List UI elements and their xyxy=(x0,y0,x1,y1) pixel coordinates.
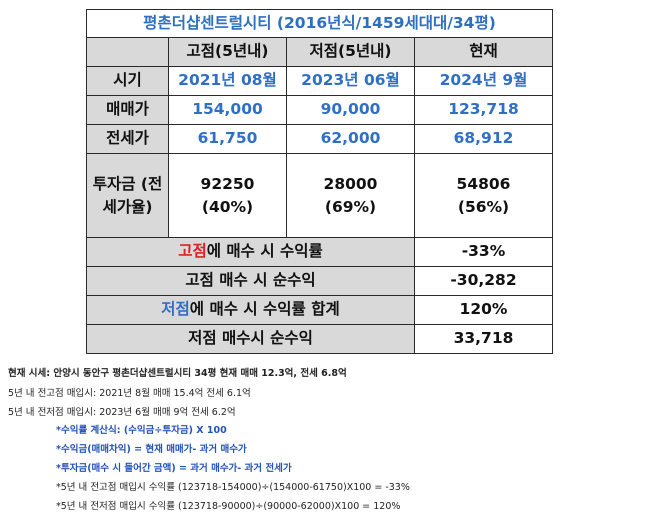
cell-value: 62,000 xyxy=(286,124,415,154)
cell-value: 90,000 xyxy=(286,95,415,125)
note-calc-low: *5년 내 전저점 매입시 수익률 (123718-90000)÷(90000-… xyxy=(56,501,401,512)
note-calc-high: *5년 내 전고점 매입시 수익률 (123718-154000)÷(15400… xyxy=(56,482,410,493)
investment-cell: 28000 (69%) xyxy=(286,153,415,238)
cell-value: 2021년 08월 xyxy=(168,66,287,96)
summary-rest: 고점 매수 시 순수익 xyxy=(185,271,316,290)
summary-value: -30,282 xyxy=(414,266,553,296)
cell-value: 154,000 xyxy=(168,95,287,125)
note-high-purchase: 5년 내 전고점 매입시: 2021년 8월 매매 15.4억 전세 6.1억 xyxy=(8,388,251,399)
header-row: 고점(5년내) 저점(5년내) 현재 xyxy=(86,37,553,67)
investment-cell: 54806 (56%) xyxy=(414,153,553,238)
note-formula-profit: *수익금(매매차익) = 현재 매매가- 과거 매수가 xyxy=(56,444,247,455)
note-formula-return: *수익률 계산식: (수익금÷투자금) X 100 xyxy=(56,425,227,436)
summary-rest: 에 매수 시 수익률 합계 xyxy=(189,300,340,319)
row-label: 전세가 xyxy=(86,124,169,154)
summary-value: 33,718 xyxy=(414,324,553,354)
investment-amount: 54806 xyxy=(456,175,511,194)
table-row-jeonse-price: 전세가 61,750 62,000 68,912 xyxy=(86,124,553,154)
note-formula-investment: *투자금(매수 시 들어간 금액) = 과거 매수가- 과거 전세가 xyxy=(56,463,292,474)
summary-value: -33% xyxy=(414,237,553,267)
row-label: 매매가 xyxy=(86,95,169,125)
investment-cell: 92250 (40%) xyxy=(168,153,287,238)
row-label: 투자금 (전세가율) xyxy=(86,153,169,238)
header-low: 저점(5년내) xyxy=(286,37,415,67)
summary-label: 고점에 매수 시 수익률 xyxy=(86,237,415,267)
investment-amount: 28000 xyxy=(323,175,378,194)
header-current: 현재 xyxy=(414,37,553,67)
investment-ratio: (69%) xyxy=(324,197,377,216)
table-row-investment: 투자금 (전세가율) 92250 (40%) 28000 (69%) 54806 (5… xyxy=(86,153,553,238)
row-label: 시기 xyxy=(86,66,169,96)
summary-row-high-profit: 고점 매수 시 순수익 -30,282 xyxy=(86,266,553,296)
table-row-period: 시기 2021년 08월 2023년 06월 2024년 9월 xyxy=(86,66,553,96)
summary-row-low-return: 저점에 매수 시 수익률 합계 120% xyxy=(86,295,553,325)
cell-value: 2024년 9월 xyxy=(414,66,553,96)
price-comparison-table: 평촌더샵센트럴시티 (2016년식/1459세대대/34평) 고점(5년내) 저… xyxy=(86,9,553,354)
summary-highlight: 고점 xyxy=(178,242,207,261)
note-current-price: 현재 시세: 안양시 동안구 평촌더샵센트럴시티 34평 현재 매매 12.3억… xyxy=(8,368,347,379)
header-high: 고점(5년내) xyxy=(168,37,287,67)
summary-value: 120% xyxy=(414,295,553,325)
header-blank-cell xyxy=(86,37,169,67)
table-title: 평촌더샵센트럴시티 (2016년식/1459세대대/34평) xyxy=(86,9,553,38)
cell-value: 61,750 xyxy=(168,124,287,154)
summary-rest: 에 매수 시 수익률 xyxy=(206,242,323,261)
table-row-sale-price: 매매가 154,000 90,000 123,718 xyxy=(86,95,553,125)
investment-ratio: (40%) xyxy=(201,197,254,216)
note-low-purchase: 5년 내 전저점 매입시: 2023년 6월 매매 9억 전세 6.2억 xyxy=(8,407,236,418)
table-title-row: 평촌더샵센트럴시티 (2016년식/1459세대대/34평) xyxy=(86,9,553,38)
summary-label: 고점 매수 시 순수익 xyxy=(86,266,415,296)
investment-ratio: (56%) xyxy=(457,197,510,216)
cell-value: 123,718 xyxy=(414,95,553,125)
summary-row-low-profit: 저점 매수시 순수익 33,718 xyxy=(86,324,553,354)
summary-highlight: 저점 xyxy=(161,300,190,319)
investment-amount: 92250 xyxy=(200,175,255,194)
summary-label: 저점 매수시 순수익 xyxy=(86,324,415,354)
summary-rest: 저점 매수시 순수익 xyxy=(188,329,313,348)
cell-value: 68,912 xyxy=(414,124,553,154)
cell-value: 2023년 06월 xyxy=(286,66,415,96)
summary-row-high-return: 고점에 매수 시 수익률 -33% xyxy=(86,237,553,267)
summary-label: 저점에 매수 시 수익률 합계 xyxy=(86,295,415,325)
